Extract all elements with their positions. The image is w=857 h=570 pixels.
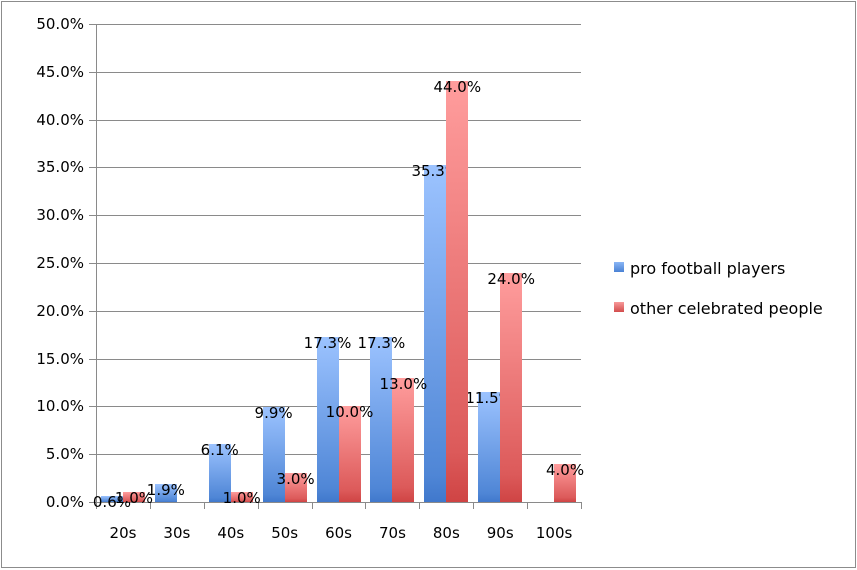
gridline [89,119,581,121]
x-tick [311,502,313,509]
x-tick [257,502,259,509]
data-label: 44.0% [433,78,482,97]
bar-pro-football-players-30s [154,483,177,502]
data-label: 17.3% [357,333,406,352]
gridline [89,167,581,169]
x-tick-label: 20s [109,524,137,542]
bar-pro-football-players-80s [424,164,447,502]
legend: pro football players other celebrated peo… [614,258,823,338]
x-tick [473,502,475,509]
bar-other-celebrated-people-40s [230,492,253,502]
y-tick-label: 5.0% [45,445,84,464]
bar-other-celebrated-people-50s [284,473,307,502]
y-tick-label: 0.0% [45,493,84,511]
x-tick-label: 40s [217,524,245,542]
data-label: 1.9% [146,480,185,499]
x-tick-label: 100s [535,524,573,542]
y-tick-label: 50.0% [36,15,84,33]
x-tick [203,502,205,509]
gridline [89,71,581,73]
x-tick-label: 80s [432,524,460,542]
x-tick [581,502,582,509]
data-label: 1.0% [222,489,261,508]
legend-swatch-icon [614,262,624,272]
legend-label: pro football players [630,259,786,278]
gridline [89,24,581,25]
bar-other-celebrated-people-100s [554,463,577,502]
data-label: 10.0% [325,403,374,422]
data-label: 24.0% [487,269,535,288]
data-label: 3.0% [276,470,315,489]
gridline [89,215,581,217]
plot-area: 0.0% 5.0% 10.0% 15.0% 20.0% 25.0% 30.0% 35.0% 40… [36,16,585,542]
bar-other-celebrated-people-20s [122,492,145,502]
x-tick-label: 30s [163,524,191,542]
y-tick-label: 15.0% [36,349,84,368]
bar-other-celebrated-people-60s [338,406,361,502]
gridline [89,502,581,503]
legend-item: pro football players [614,258,823,282]
x-tick [527,502,529,509]
x-tick-label: 70s [378,524,406,542]
bar-pro-football-players-60s [316,336,339,502]
legend-item: other celebrated people [614,298,823,322]
gridline [89,310,581,312]
y-tick-label: 45.0% [36,62,84,81]
bar-pro-football-players-50s [262,407,285,502]
y-tick-label: 10.0% [36,397,84,416]
bar-pro-football-players-90s [478,392,501,502]
bar-other-celebrated-people-90s [500,272,523,502]
y-tick-label: 30.0% [36,206,84,225]
gridline [89,263,581,264]
y-tick-label: 25.0% [36,254,84,272]
bar-pro-football-players-20s [100,496,123,502]
bar-pro-football-players-70s [370,336,393,502]
y-tick-label: 35.0% [36,158,84,177]
data-label: 1.0% [114,489,153,508]
bar-other-celebrated-people-80s [446,81,469,502]
data-label: 6.1% [200,440,239,459]
data-label: 9.9% [254,404,293,423]
x-tick-label: 60s [325,524,352,542]
legend-label: other celebrated people [630,299,823,318]
data-label: 17.3% [303,333,352,352]
data-label: 13.0% [379,374,428,393]
x-tick [419,502,421,509]
data-label: 4.0% [545,460,585,479]
x-tick-label: 90s [486,524,514,542]
bar-other-celebrated-people-70s [392,377,415,502]
y-tick-label: 40.0% [36,110,84,129]
bar-pro-football-players-40s [208,443,231,502]
x-tick [96,502,97,509]
x-tick [149,502,151,509]
data-label: 0.6% [92,493,131,512]
legend-swatch-icon [614,302,624,312]
y-tick-label: 20.0% [36,301,84,320]
x-tick-label: 50s [271,524,299,542]
x-tick [365,502,367,509]
